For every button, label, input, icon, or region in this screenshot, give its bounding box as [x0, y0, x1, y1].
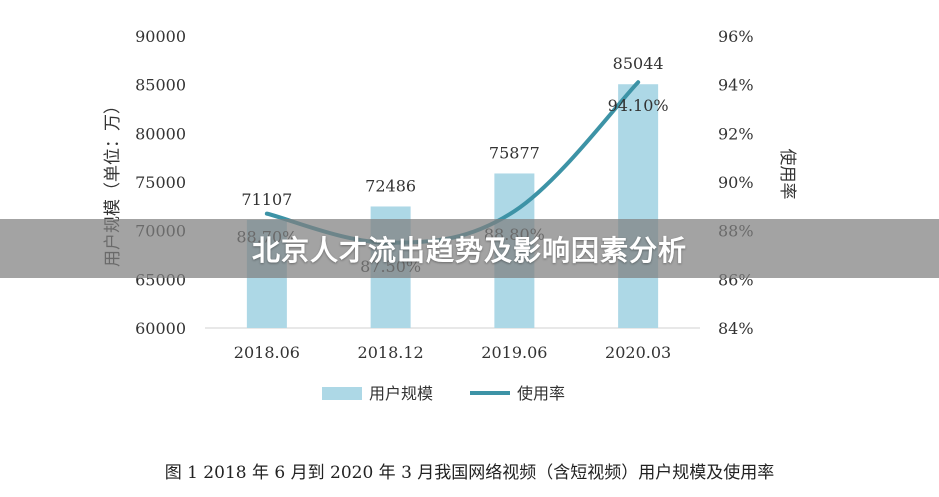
y-right-tick-label: 84%: [718, 319, 754, 338]
y-left-tick-label: 75000: [135, 173, 186, 192]
legend-label-users: 用户规模: [369, 384, 433, 403]
legend-swatch-users: [322, 387, 362, 400]
line-data-label: 94.10%: [608, 96, 669, 115]
y-right-tick-label: 94%: [718, 76, 754, 95]
legend-label-rate: 使用率: [517, 384, 565, 403]
bar-data-label: 85044: [613, 54, 664, 73]
title-banner: 北京人才流出趋势及影响因素分析: [0, 219, 939, 278]
y-left-tick-label: 80000: [135, 124, 186, 143]
x-tick-label: 2020.03: [605, 343, 671, 362]
x-tick-label: 2019.06: [481, 343, 547, 362]
x-tick-label: 2018.06: [234, 343, 300, 362]
figure-caption: 图 1 2018 年 6 月到 2020 年 3 月我国网络视频（含短视频）用户…: [164, 463, 775, 483]
bar-data-label: 72486: [365, 176, 416, 195]
y-left-tick-label: 90000: [135, 27, 186, 46]
x-tick-label: 2018.12: [358, 343, 424, 362]
y-left-tick-label: 85000: [135, 76, 186, 95]
y-right-tick-label: 92%: [718, 124, 754, 143]
bar-data-label: 71107: [241, 190, 292, 209]
bar: [618, 84, 659, 328]
y-right-tick-label: 96%: [718, 27, 754, 46]
bar-data-label: 75877: [489, 143, 540, 162]
y-right-axis-title: 使用率: [777, 149, 798, 200]
y-left-tick-label: 60000: [135, 319, 186, 338]
banner-title: 北京人才流出趋势及影响因素分析: [251, 233, 687, 267]
y-right-tick-label: 90%: [718, 173, 754, 192]
